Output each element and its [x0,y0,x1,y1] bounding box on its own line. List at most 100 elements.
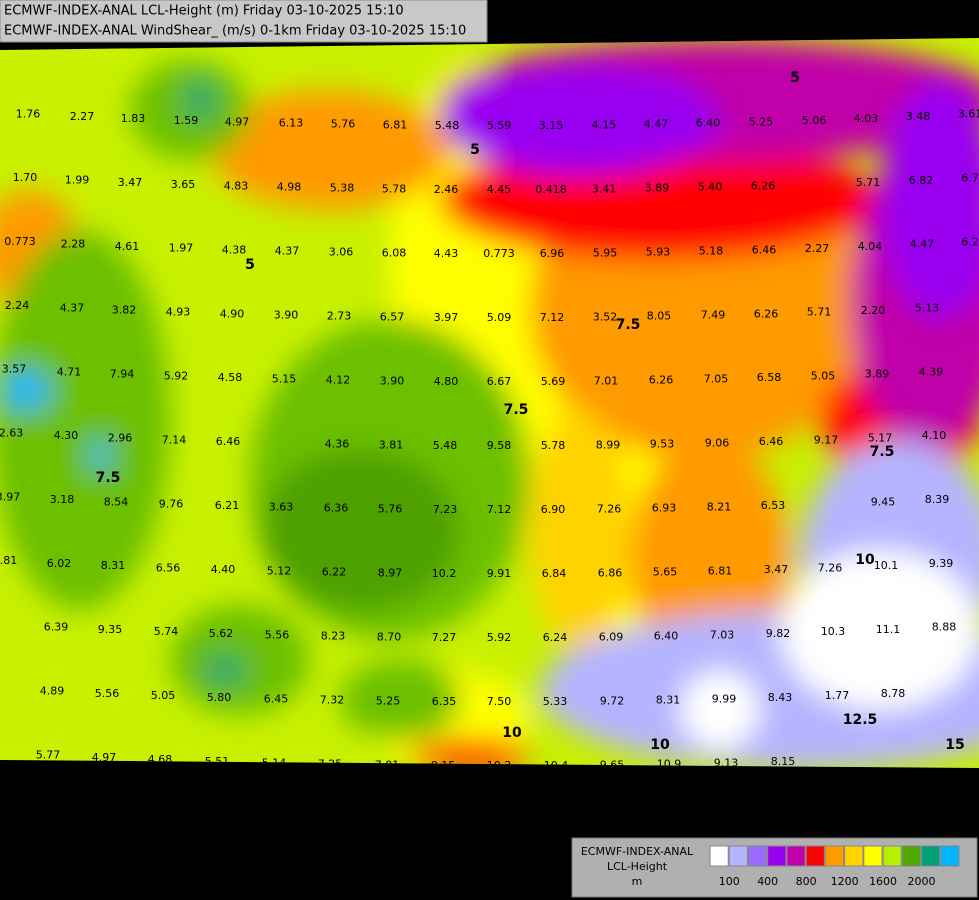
legend-swatch [863,845,883,867]
station-value: 6.24 [543,631,568,644]
station-value: 5.48 [435,119,460,132]
station-value: 9.35 [98,623,123,636]
station-value: 9.17 [814,433,839,446]
station-value: 10.2 [432,567,457,580]
contour-label: 5 [470,142,480,158]
station-value: 4.38 [222,243,247,256]
station-value: 4.15 [592,118,617,131]
station-value: 6.45 [264,692,289,705]
station-value: 7.03 [710,628,735,641]
station-value: 6.96 [540,247,565,260]
station-value: 4.47 [644,118,669,131]
station-value: 6.35 [432,695,457,708]
contour-label: 10 [650,737,670,753]
legend-swatch [728,845,748,867]
station-value: 5.69 [541,375,566,388]
station-value: 9.06 [705,437,730,450]
legend-swatch [805,845,825,867]
station-value: 5.56 [95,687,120,700]
station-value: 2.73 [327,310,352,323]
station-value: 4.98 [277,181,302,194]
legend-swatch [824,845,845,867]
station-value: 5.59 [487,119,512,132]
station-value: 2.24 [5,299,30,312]
station-value: 4.30 [54,429,79,442]
station-value: 5.18 [699,245,724,258]
station-value: 5.95 [593,246,618,259]
station-value: 7.50 [487,695,512,708]
station-value: 6.56 [156,561,181,574]
station-value: 0.773 [4,235,36,248]
station-value: 3.48 [906,110,931,123]
station-value: 8.97 [378,566,403,579]
station-value: 1.97 [169,242,194,255]
station-value: 4.90 [220,307,245,320]
station-value: 6.40 [654,630,679,643]
station-value: 3.97 [0,490,20,503]
station-value: 5.17 [868,431,893,444]
station-value: 6.02 [47,557,72,570]
station-value: 2.27 [70,110,95,123]
legend-swatch [786,845,806,867]
station-value: 4.71 [57,365,82,378]
station-value: 7.05 [704,373,729,386]
station-value: 6.90 [541,503,566,516]
station-value: 8.23 [321,630,346,643]
station-value: 4.45 [487,183,512,196]
header-line: ECMWF-INDEX-ANAL WindShear_ (m/s) 0-1km … [4,24,466,39]
station-value: 2.46 [434,183,459,196]
station-value: 7.25 [318,757,343,770]
station-value: 5.15 [272,373,297,386]
station-value: 5.93 [646,246,671,259]
legend-label: 2000 [908,875,936,888]
station-value: 5.12 [267,564,292,577]
station-value: 5.05 [811,370,836,383]
station-value: 6.46 [216,435,241,448]
contour-label: 7.5 [504,402,529,418]
station-value: 4.47 [910,238,935,251]
station-value: 4.93 [166,306,191,319]
station-value: 8.54 [104,495,129,508]
station-value: 5.51 [205,755,230,768]
station-value: 1.77 [825,689,850,702]
legend-swatch [844,845,864,867]
station-value: 6.46 [759,435,784,448]
contour-label: 7.5 [96,470,121,486]
station-value: 8.43 [768,691,793,704]
station-value: 9.91 [487,567,512,580]
contour-label: 5 [790,70,800,86]
station-value: 2.28 [61,238,86,251]
station-value: 3.81 [379,438,404,451]
station-value: 8.78 [881,687,906,700]
station-value: 3.90 [274,309,299,322]
station-value: 4.40 [211,563,236,576]
station-value: 4.36 [325,438,350,451]
legend-swatch [921,845,941,867]
legend-swatch [709,845,729,867]
station-value: 0.773 [483,247,515,260]
station-value: 5.71 [856,176,881,189]
station-value: 4.97 [92,751,117,764]
legend-swatch [940,845,960,867]
station-value: 9.99 [712,692,737,705]
station-value: 4.80 [434,375,459,388]
station-value: 6.40 [696,117,721,130]
station-value: 5.62 [209,627,234,640]
station-value: 2.27 [805,242,830,255]
station-value: 10.3 [821,625,846,638]
station-value: 4.43 [434,247,459,260]
station-value: 1.76 [16,107,41,120]
station-value: 7.14 [162,433,187,446]
station-value: 1.99 [65,174,90,187]
station-value: 3.89 [865,368,890,381]
field-blobs [0,40,979,768]
station-value: 8.31 [656,694,681,707]
station-value: 9.65 [600,758,625,771]
contour-label: 10 [855,552,875,568]
station-value: 6.81 [708,564,733,577]
legend-title: m [632,875,643,888]
station-value: 3.97 [434,311,459,324]
header-box [0,0,488,43]
station-value: 5.48 [433,439,458,452]
